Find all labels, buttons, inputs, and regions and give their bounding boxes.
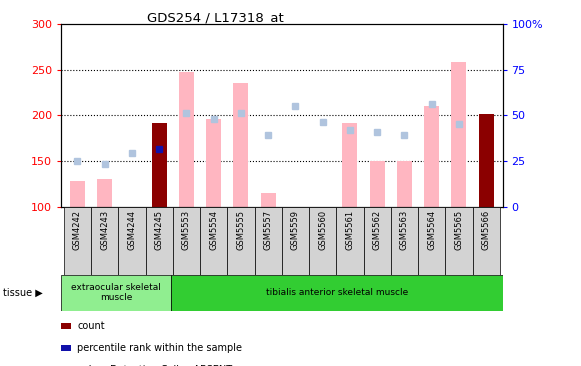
Bar	[119, 207, 145, 274]
Bar	[397, 161, 412, 207]
Bar	[445, 207, 472, 274]
Text: GSM4243: GSM4243	[100, 210, 109, 250]
Bar	[364, 207, 391, 274]
Text: GSM5563: GSM5563	[400, 210, 409, 250]
Bar	[451, 62, 467, 207]
Text: GSM5557: GSM5557	[264, 210, 272, 250]
Bar	[200, 207, 227, 274]
Bar	[91, 207, 119, 274]
Bar	[64, 207, 91, 274]
Bar	[261, 193, 275, 207]
Text: GSM5566: GSM5566	[482, 210, 491, 250]
Bar	[171, 274, 503, 311]
Text: tissue ▶: tissue ▶	[3, 288, 42, 298]
Bar	[152, 123, 167, 207]
Bar	[70, 181, 85, 207]
Text: tibialis anterior skeletal muscle: tibialis anterior skeletal muscle	[266, 288, 408, 297]
Bar	[173, 207, 200, 274]
Text: GSM5553: GSM5553	[182, 210, 191, 250]
Bar	[282, 207, 309, 274]
Bar	[418, 207, 445, 274]
Bar	[227, 207, 254, 274]
Text: GSM4242: GSM4242	[73, 210, 82, 250]
Text: GSM5555: GSM5555	[236, 210, 245, 250]
Bar	[336, 207, 364, 274]
Bar	[61, 274, 171, 311]
Bar	[370, 161, 385, 207]
Bar	[479, 138, 494, 207]
Bar	[179, 72, 194, 207]
Bar	[97, 179, 112, 207]
Bar	[309, 207, 336, 274]
Text: count: count	[77, 321, 105, 331]
Bar	[391, 207, 418, 274]
Text: GSM4245: GSM4245	[155, 210, 164, 250]
Text: GSM5560: GSM5560	[318, 210, 327, 250]
Bar	[342, 123, 357, 207]
Bar	[206, 119, 221, 207]
Text: GSM5564: GSM5564	[427, 210, 436, 250]
Text: value, Detection Call = ABSENT: value, Detection Call = ABSENT	[77, 365, 232, 366]
Bar	[479, 114, 494, 207]
Bar	[424, 106, 439, 207]
Text: percentile rank within the sample: percentile rank within the sample	[77, 343, 242, 353]
Text: GDS254 / L17318_at: GDS254 / L17318_at	[147, 11, 284, 24]
Bar	[234, 83, 249, 207]
Text: GSM4244: GSM4244	[127, 210, 137, 250]
Text: GSM5559: GSM5559	[291, 210, 300, 250]
Bar	[152, 123, 167, 207]
Text: GSM5562: GSM5562	[372, 210, 382, 250]
Text: extraocular skeletal
muscle: extraocular skeletal muscle	[71, 283, 161, 303]
Text: GSM5561: GSM5561	[346, 210, 354, 250]
Bar	[254, 207, 282, 274]
Text: GSM5554: GSM5554	[209, 210, 218, 250]
Bar	[472, 207, 500, 274]
Text: GSM5565: GSM5565	[454, 210, 464, 250]
Bar	[145, 207, 173, 274]
